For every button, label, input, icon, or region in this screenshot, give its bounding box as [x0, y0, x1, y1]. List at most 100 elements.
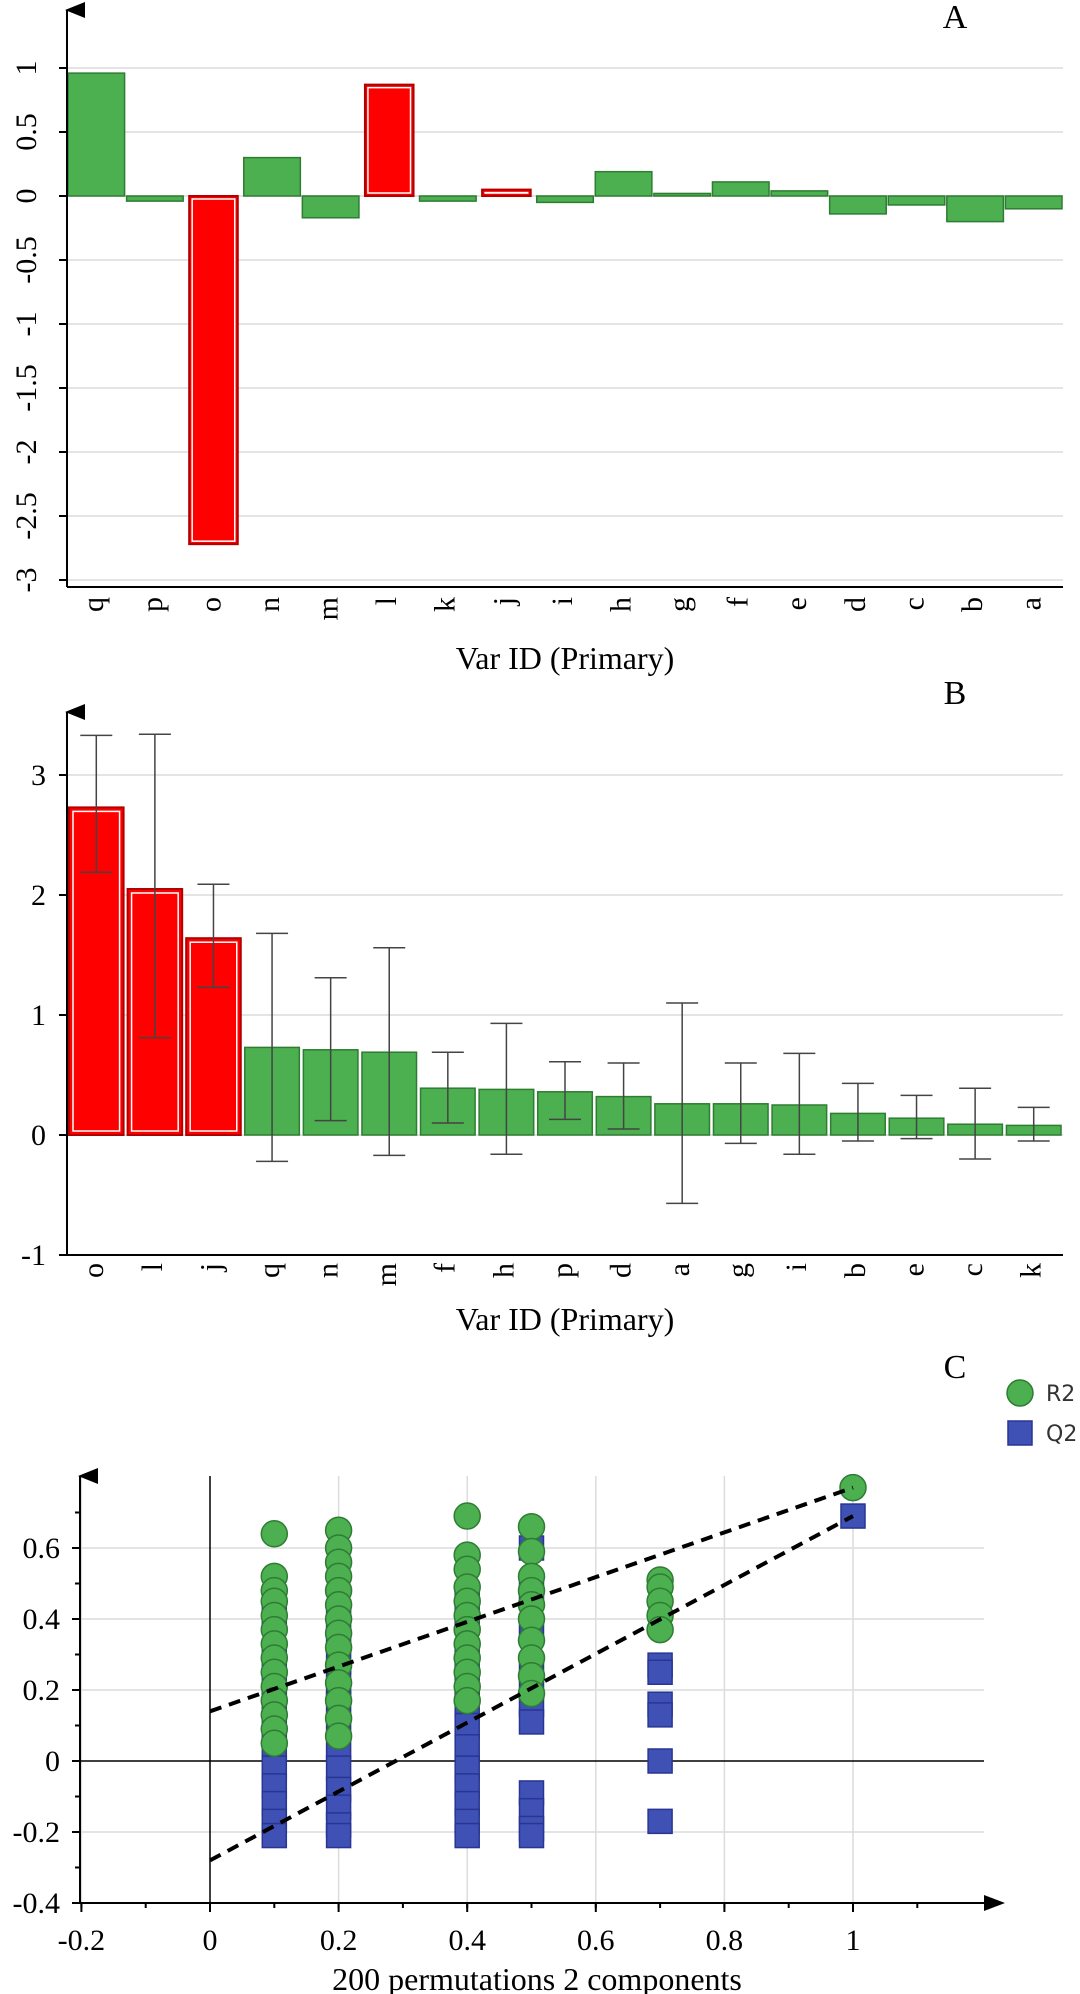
x-tick-label: o [77, 1263, 110, 1278]
r2-point [517, 1512, 546, 1541]
bar-h [594, 170, 653, 197]
x-tick-label: c [956, 1263, 989, 1276]
x-tick-label: i [780, 1263, 813, 1271]
panel-c: C R2 Q2 0.60.40.20-0.2-0.4 -0.2 0 0.2 0.4 0.… [13, 1349, 1078, 1994]
bar-inner-outline [367, 86, 412, 194]
panel-c-r2-points [260, 1473, 867, 1757]
q2-point [454, 1734, 480, 1760]
r2-point [324, 1722, 353, 1750]
q2-point [325, 1755, 352, 1781]
x-tick-label: b [956, 597, 989, 612]
panel-a-label: A [943, 0, 968, 36]
y-tick-label: -3 [10, 568, 43, 593]
x-tick-label: 0.6 [577, 1924, 615, 1957]
panel-b: B 3 2 1 0 -1 o l j q n m f h p d a g i b e c k Var ID (Prima… [21, 675, 1063, 1337]
bar-n [243, 156, 302, 197]
x-tick-label: c [897, 597, 930, 610]
y-tick-label: 3 [31, 759, 46, 792]
x-tick-label: k [1015, 1263, 1048, 1278]
x-tick-label: a [663, 1263, 696, 1276]
bar-inner-outline [191, 198, 236, 542]
x-tick-label: n [253, 597, 286, 612]
panel-c-regression-lines [209, 1485, 854, 1863]
panel-a-bars [67, 72, 1063, 546]
x-tick-label: f [722, 597, 755, 607]
x-tick-label: p [546, 1263, 579, 1278]
regression-line-q2 [209, 1514, 854, 1863]
x-tick-label: 0.4 [448, 1924, 486, 1957]
y-tick-label: -1.5 [10, 364, 43, 412]
q2-point [647, 1748, 673, 1774]
legend-r2-marker [1006, 1379, 1034, 1407]
legend-r2-label: R2 [1046, 1382, 1075, 1407]
x-tick-label: b [839, 1263, 872, 1278]
x-tick-label: e [897, 1263, 930, 1276]
q2-point [647, 1659, 673, 1685]
x-tick-label: m [370, 1263, 403, 1286]
y-tick-label: -1 [10, 312, 43, 337]
y-tick-label: 0 [31, 1119, 46, 1152]
x-tick-label: h [604, 597, 637, 612]
x-tick-label: 0.8 [706, 1924, 744, 1957]
x-tick-label: g [722, 1263, 755, 1278]
bar-d [828, 195, 887, 215]
x-tick-label: g [663, 597, 696, 612]
x-tick-label: e [780, 597, 813, 610]
panel-c-y-ticks: 0.6 0.4 0.2 0 -0.2 -0.4 [13, 1511, 80, 1920]
r2-point [517, 1679, 546, 1708]
y-tick-label: 0.5 [10, 113, 43, 151]
bar-m [301, 195, 360, 219]
q2-point [647, 1702, 673, 1728]
r2-point [260, 1520, 289, 1548]
x-tick-label: -0.2 [58, 1924, 106, 1957]
x-tick-label: q [77, 597, 110, 612]
y-tick-label: -1 [21, 1239, 46, 1272]
panel-a: A 1 0.5 0 -0.5 -1 -1.5 -2 -2.5 -3 q p o n m l k j i h g f e d… [10, 0, 1063, 676]
x-tick-label: 0.2 [320, 1924, 358, 1957]
panel-c-legend: R2 Q2 [1006, 1379, 1077, 1447]
x-tick-label: q [253, 1263, 286, 1278]
y-tick-label: -0.2 [13, 1816, 61, 1849]
r2-point [517, 1537, 546, 1566]
x-tick-label: m [312, 597, 345, 620]
panel-b-y-ticks: 3 2 1 0 -1 [21, 759, 67, 1272]
bar-c [887, 195, 946, 206]
x-tick-label: h [487, 1263, 520, 1278]
y-tick-label: 0.4 [23, 1603, 61, 1636]
bar-l [363, 83, 415, 197]
x-tick-label: d [604, 1263, 637, 1278]
panel-c-x-axis-label: 200 permutations 2 components [332, 1961, 742, 1994]
panel-a-y-ticks: 1 0.5 0 -0.5 -1 -1.5 -2 -2.5 -3 [10, 61, 67, 593]
q2-point [518, 1822, 545, 1849]
panel-b-error-bars [80, 733, 1050, 1205]
bar-q [67, 72, 126, 197]
y-tick-label: 0 [10, 189, 43, 204]
x-tick-label: k [429, 597, 462, 612]
y-tick-label: 0.6 [23, 1532, 61, 1565]
x-tick-label: l [136, 1263, 169, 1271]
q2-point [325, 1822, 352, 1849]
x-tick-label: 1 [846, 1924, 861, 1957]
panel-c-x-axis-arrow [984, 1895, 1005, 1911]
y-tick-label: -0.5 [10, 236, 43, 284]
bar-b [946, 195, 1005, 223]
x-tick-label: n [312, 1263, 345, 1278]
bar-f [711, 181, 770, 197]
q2-point [518, 1709, 545, 1735]
x-tick-label: i [546, 597, 579, 605]
bar-a [1004, 195, 1063, 210]
r2-point [453, 1686, 481, 1715]
x-tick-label: l [370, 597, 403, 605]
bar-i [535, 195, 595, 204]
panel-c-label: C [944, 1349, 967, 1386]
panel-b-x-axis-label: Var ID (Primary) [456, 1301, 675, 1337]
panel-c-x-ticks: -0.2 0 0.2 0.4 0.6 0.8 1 [58, 1903, 919, 1957]
x-tick-label: o [194, 597, 227, 612]
q2-point [261, 1822, 288, 1849]
y-tick-label: 0 [45, 1745, 60, 1778]
y-tick-label: -2.5 [10, 492, 43, 540]
bar-e [770, 190, 829, 197]
